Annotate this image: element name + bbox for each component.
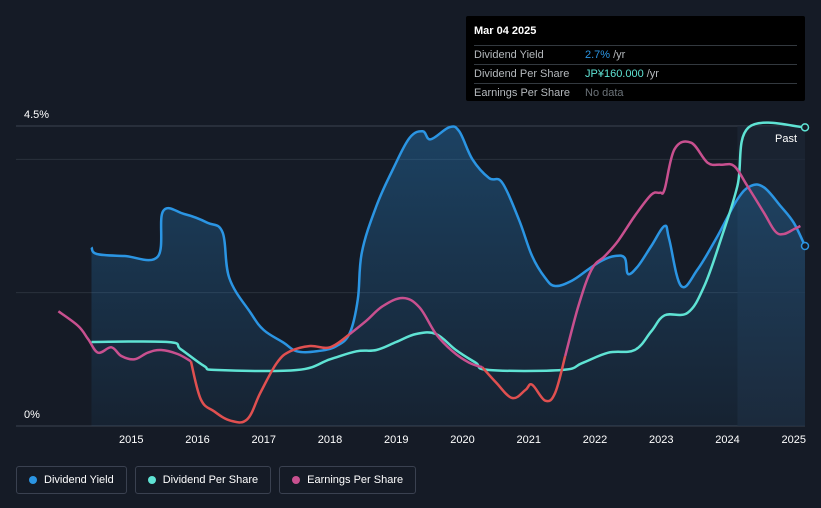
- dividend-yield-end-marker: [800, 241, 810, 251]
- area-layer: [91, 126, 805, 427]
- x-tick-label: 2025: [781, 434, 805, 446]
- tooltip-row-earnings-per-share: Earnings Per Share No data: [474, 84, 797, 102]
- earnings-per-share-line: [563, 140, 801, 357]
- x-tick-label: 2019: [384, 434, 408, 446]
- tooltip-value: JP¥160.000: [585, 68, 644, 80]
- dividend-per-share-line: [91, 121, 806, 373]
- axis-layer: 2015 2016 2017 2018 2019 2020 2021 2022 2023 2024…: [119, 434, 806, 446]
- tooltip-label: Dividend Yield: [474, 49, 544, 61]
- earnings-per-share-line-decline: [481, 355, 567, 403]
- tooltip-row-dividend-per-share: Dividend Per Share JP¥160.000 /yr: [474, 65, 797, 84]
- dividend-per-share-end-marker: [800, 123, 810, 132]
- legend-label: Dividend Yield: [44, 474, 114, 486]
- legend-dot-icon: [29, 476, 37, 484]
- dividend-yield-area: [91, 126, 805, 427]
- legend-label: Dividend Per Share: [162, 474, 259, 486]
- tooltip-label: Dividend Per Share: [474, 68, 570, 80]
- chart-legend: Dividend Yield Dividend Per Share Earnin…: [16, 466, 417, 494]
- x-tick-label: 2017: [252, 434, 276, 446]
- x-tick-label: 2018: [318, 434, 342, 446]
- tooltip-row-dividend-yield: Dividend Yield 2.7% /yr: [474, 46, 797, 65]
- y-axis-top-label: 4.5%: [24, 109, 49, 121]
- earnings-per-share-line: [57, 310, 192, 363]
- earnings-per-share-line: [349, 296, 483, 369]
- x-tick-label: 2020: [450, 434, 474, 446]
- dividend-yield-line: [90, 125, 807, 354]
- x-tick-label: 2021: [517, 434, 541, 446]
- legend-item-earnings-per-share[interactable]: Earnings Per Share: [279, 466, 417, 494]
- line-layer: [57, 121, 810, 424]
- chart-tooltip: Mar 04 2025 Dividend Yield 2.7% /yr Divi…: [466, 16, 805, 101]
- tooltip-value: No data: [585, 87, 624, 99]
- tooltip-value: 2.7%: [585, 49, 611, 61]
- x-tick-label: 2015: [119, 434, 143, 446]
- legend-item-dividend-yield[interactable]: Dividend Yield: [16, 466, 127, 494]
- x-tick-label: 2024: [715, 434, 739, 446]
- legend-dot-icon: [292, 476, 301, 484]
- tooltip-label: Earnings Per Share: [474, 87, 570, 99]
- x-tick-label: 2022: [583, 434, 607, 446]
- legend-label: Earnings Per Share: [307, 474, 404, 486]
- x-tick-label: 2016: [185, 434, 209, 446]
- tooltip-unit: /yr: [613, 49, 626, 61]
- x-tick-label: 2023: [649, 434, 673, 446]
- tooltip-unit: /yr: [646, 68, 659, 80]
- y-axis-bottom-label: 0%: [24, 409, 40, 421]
- past-label: Past: [775, 133, 797, 145]
- earnings-per-share-line-decline: [189, 332, 351, 424]
- legend-dot-icon: [147, 476, 156, 484]
- tooltip-date: Mar 04 2025: [474, 23, 797, 46]
- legend-item-dividend-per-share[interactable]: Dividend Per Share: [134, 466, 272, 494]
